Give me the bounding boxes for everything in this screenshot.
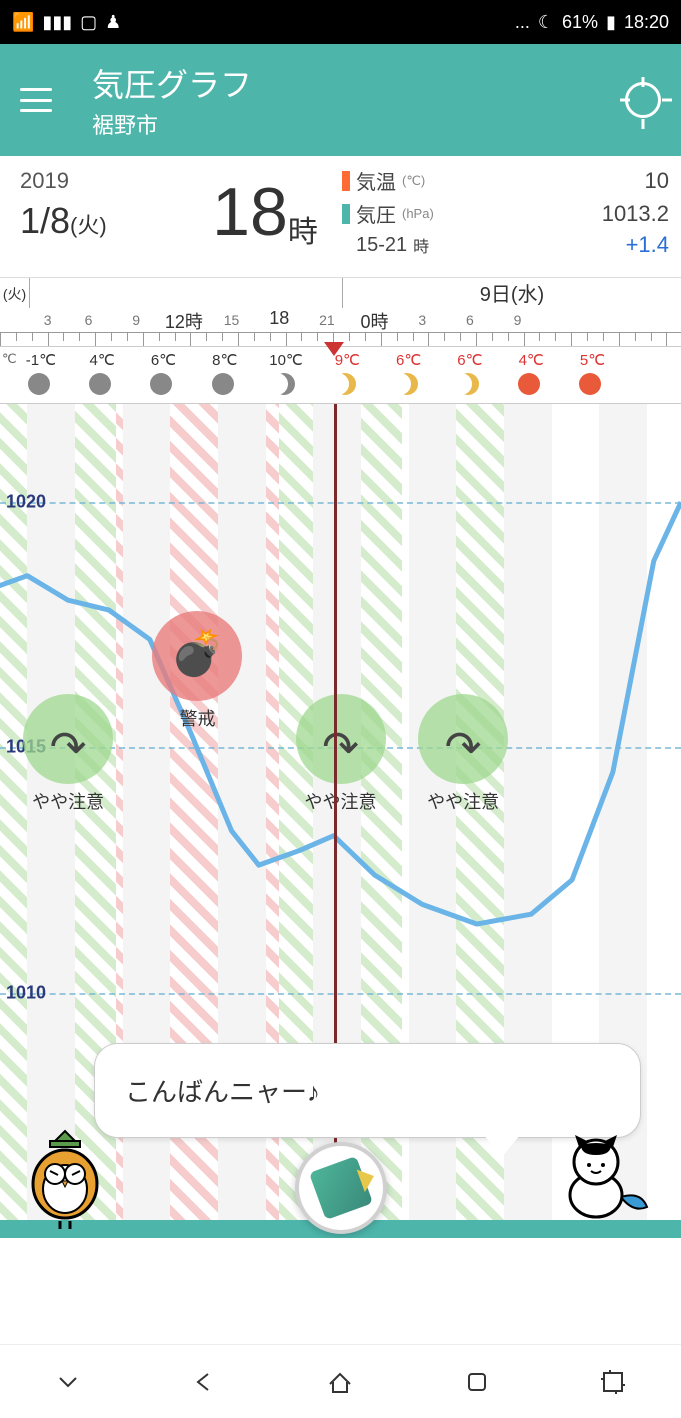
hour-value: 18 — [212, 173, 288, 251]
status-left: 📶 ▮▮▮ ▢ ♟ — [12, 12, 121, 33]
sun-icon — [150, 373, 176, 399]
moon-icon — [396, 373, 422, 399]
status-right: ... ☾ 61% ▮ 18:20 — [515, 12, 669, 33]
temp-label: 6℃ — [396, 351, 421, 369]
time-tick: 18 — [269, 308, 289, 329]
time-tick: 6 — [466, 312, 474, 328]
temp-label: 5℃ — [580, 351, 605, 369]
pressure-chart[interactable]: (火) 9日(水) 3 6 9 12時 15 18 21 0時 3 6 9 ℃ -1℃ 4℃ 6℃ 8℃ 1… — [0, 278, 681, 1238]
plot-area: こんばんニャー♪ 1020101510101005↷やや注意💣警戒↷やや注意↷や… — [0, 404, 681, 1238]
press-label: 気圧 — [356, 199, 396, 228]
dnd-icon: ☾ — [538, 12, 554, 33]
moon-icon — [457, 373, 483, 399]
signal-icon: ▮▮▮ — [42, 12, 72, 33]
sun-icon — [579, 373, 605, 399]
bubble-text: こんばんニャー♪ — [125, 1077, 320, 1107]
time-tick: 9 — [514, 312, 522, 328]
edit-fab[interactable] — [295, 1142, 387, 1234]
android-status-bar: 📶 ▮▮▮ ▢ ♟ ... ☾ 61% ▮ 18:20 — [0, 0, 681, 44]
battery-pct: 61% — [562, 12, 598, 33]
time-tick: 0時 — [361, 308, 389, 334]
readings: 気温 (℃) 10 気圧 (hPa) 1013.2 15-21 時 +1.4 — [330, 156, 681, 277]
locate-button[interactable] — [625, 82, 661, 118]
status-dots: ... — [515, 12, 530, 33]
picture-icon: ▢ — [80, 12, 97, 33]
time-tick: 12時 — [165, 308, 203, 334]
sun-icon — [518, 373, 544, 399]
temp-unit: (℃) — [402, 173, 425, 189]
cat-character[interactable] — [551, 1127, 661, 1232]
sun-icon — [212, 373, 238, 399]
header-titles: 気圧グラフ 裾野市 — [92, 60, 625, 140]
prev-day: (火) — [0, 278, 30, 308]
now-marker — [324, 342, 344, 356]
date-num: 1/8 — [20, 200, 70, 241]
time-tick: 9 — [132, 312, 140, 328]
moon-icon — [273, 373, 299, 399]
alert-badge-green: ↷やや注意 — [418, 694, 508, 814]
temp-label: 気温 — [356, 166, 396, 195]
temp-label: 10℃ — [269, 351, 303, 369]
time-tick: 3 — [44, 312, 52, 328]
temp-unit-label: ℃ — [2, 351, 17, 367]
time-axis: 3 6 9 12時 15 18 21 0時 3 6 9 — [0, 308, 681, 346]
moon-icon — [334, 373, 360, 399]
temp-label: 6℃ — [151, 351, 176, 369]
nav-back[interactable] — [186, 1364, 222, 1400]
alert-badge-red: 💣警戒 — [152, 611, 242, 731]
info-row: 2019 1/8(火) 18 時 気温 (℃) 10 気圧 (hPa) 1013… — [0, 156, 681, 278]
hour-suffix: 時 — [288, 207, 318, 251]
time-tick: 15 — [224, 312, 240, 328]
alert-badge-green: ↷やや注意 — [296, 694, 386, 814]
android-nav-bar — [0, 1344, 681, 1418]
time-tick: 3 — [418, 312, 426, 328]
year: 2019 — [20, 168, 180, 194]
temp-label: 8℃ — [212, 351, 237, 369]
range-suffix: 時 — [413, 233, 429, 257]
pencil-icon — [308, 1156, 372, 1220]
battery-icon: ▮ — [606, 12, 616, 33]
nav-screenshot[interactable] — [595, 1364, 631, 1400]
press-unit: (hPa) — [402, 206, 434, 221]
bottom-gap — [0, 1238, 681, 1344]
owl-character[interactable] — [20, 1129, 110, 1232]
menu-button[interactable] — [20, 88, 52, 112]
nav-recent[interactable] — [459, 1364, 495, 1400]
location-name: 裾野市 — [92, 108, 625, 140]
temp-value: 10 — [645, 168, 669, 194]
time-tick: 21 — [319, 312, 335, 328]
press-delta: +1.4 — [626, 232, 669, 258]
next-day: 9日(水) — [342, 278, 681, 308]
app-header: 気圧グラフ 裾野市 — [0, 44, 681, 156]
nav-home[interactable] — [322, 1364, 358, 1400]
temp-label: -1℃ — [26, 351, 56, 369]
speech-bubble: こんばんニャー♪ — [94, 1043, 641, 1138]
time-tick: 6 — [85, 312, 93, 328]
day-header: (火) 9日(水) — [0, 278, 681, 308]
clock: 18:20 — [624, 12, 669, 33]
wifi-icon: 📶 — [12, 12, 34, 33]
press-value: 1013.2 — [602, 201, 669, 227]
date-col: 2019 1/8(火) — [0, 156, 200, 277]
alert-badge-green: ↷やや注意 — [23, 694, 113, 814]
press-bar-icon — [342, 204, 350, 224]
page-title: 気圧グラフ — [92, 60, 625, 106]
temp-bar-icon — [342, 171, 350, 191]
sun-icon — [89, 373, 115, 399]
temp-label: 4℃ — [519, 351, 544, 369]
date: 1/8(火) — [20, 200, 180, 242]
sun-icon — [28, 373, 54, 399]
temp-label: 4℃ — [90, 351, 115, 369]
temp-label: 6℃ — [457, 351, 482, 369]
mascot-icon: ♟ — [105, 12, 121, 33]
hour-col: 18 時 — [200, 156, 330, 277]
range-label: 15-21 — [356, 234, 407, 257]
nav-chevron-down[interactable] — [50, 1364, 86, 1400]
date-dow: (火) — [70, 213, 107, 238]
